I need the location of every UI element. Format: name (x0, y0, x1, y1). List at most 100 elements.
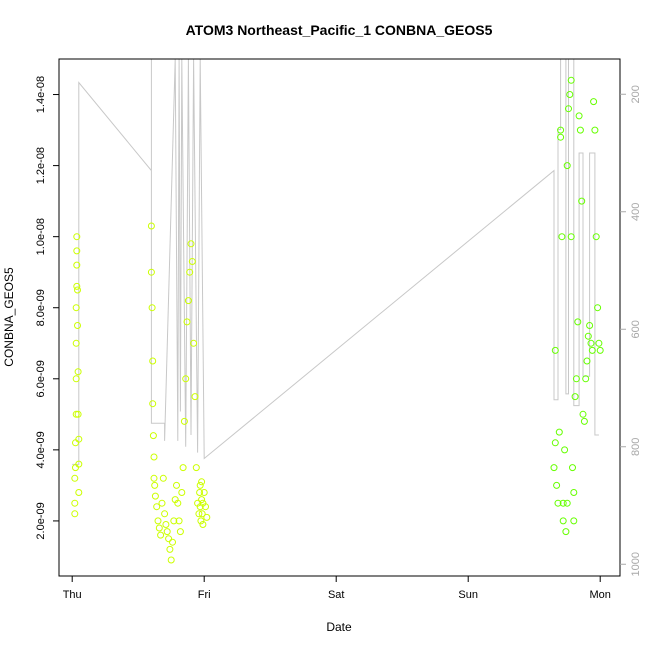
data-point (566, 91, 574, 98)
data-point (590, 98, 598, 106)
data-point (565, 105, 572, 113)
y-tick-label: 2.0e-09 (35, 502, 47, 539)
data-point (588, 346, 596, 354)
x-axis: Thu Fri Sat Sun Mon (63, 576, 611, 601)
data-point (75, 460, 83, 468)
data-point (196, 489, 204, 496)
data-point (559, 499, 567, 507)
data-point (192, 464, 200, 472)
data-point (187, 240, 195, 248)
data-point (178, 489, 186, 496)
data-point (154, 517, 162, 525)
data-point (148, 304, 156, 312)
data-point (583, 357, 591, 365)
data-point (575, 112, 583, 120)
data-point (73, 282, 81, 290)
data-point (202, 503, 209, 511)
y-tick-label: 1.0e-08 (35, 218, 47, 255)
pressure-line (72, 58, 599, 465)
data-point (199, 521, 207, 528)
data-point (183, 318, 191, 326)
data-point (578, 197, 586, 205)
y-tick-label: 8.0e-09 (35, 289, 47, 326)
data-point (563, 162, 571, 170)
data-point (175, 517, 183, 525)
data-point (198, 496, 206, 504)
data-point (557, 126, 565, 134)
chart-title: ATOM3 Northeast_Pacific_1 CONBNA_GEOS5 (186, 22, 493, 38)
data-point (553, 481, 561, 489)
data-point (151, 481, 159, 489)
data-point (174, 499, 182, 507)
data-point (72, 339, 80, 347)
data-point (73, 247, 81, 255)
y-tick-label: 1.2e-08 (35, 147, 47, 184)
data-point (188, 258, 196, 265)
data-point (554, 499, 562, 507)
data-point (561, 446, 569, 454)
data-point (584, 332, 592, 340)
data-point (555, 428, 563, 436)
x-tick-label: Mon (589, 589, 610, 601)
data-point (149, 432, 157, 440)
data-point (198, 478, 206, 486)
data-point (571, 393, 579, 401)
data-point (198, 510, 206, 518)
data-point (150, 474, 158, 482)
y-axis: 2.0e-09 4.0e-09 6.0e-09 8.0e-09 1.0e-08 1.2e-… (35, 76, 59, 540)
data-point (73, 233, 81, 241)
y2-tick-label: 400 (630, 203, 642, 221)
data-point (74, 286, 81, 294)
data-point (200, 489, 208, 496)
data-point (562, 528, 570, 536)
data-point (586, 322, 594, 329)
data-point (190, 339, 198, 347)
x-tick-label: Sun (458, 589, 478, 601)
data-point (75, 489, 83, 496)
data-point (191, 393, 199, 401)
data-point (150, 453, 158, 461)
data-point (72, 464, 79, 472)
data-point (582, 375, 590, 383)
y2-tick-label: 800 (630, 438, 642, 456)
data-point (74, 322, 81, 329)
plot-area (71, 58, 604, 564)
y2-axis: 200 400 600 800 1000 (620, 85, 642, 576)
data-point (147, 222, 155, 230)
data-point (151, 492, 159, 500)
data-point (75, 435, 83, 443)
data-point (596, 346, 604, 354)
data-point (572, 375, 580, 383)
data-point (567, 76, 575, 84)
data-point (563, 499, 571, 507)
data-point (595, 339, 603, 347)
data-point (550, 464, 558, 472)
data-point (196, 481, 204, 489)
data-point (72, 439, 79, 447)
data-point (158, 499, 166, 507)
data-point (71, 499, 79, 507)
data-point (149, 400, 157, 408)
data-point (179, 464, 187, 472)
data-point (203, 513, 211, 521)
data-point (587, 339, 595, 347)
data-point (73, 261, 81, 269)
data-point (186, 268, 194, 276)
data-point (72, 375, 80, 383)
y-tick-label: 4.0e-09 (35, 431, 47, 468)
x-tick-label: Fri (198, 589, 211, 601)
x-tick-label: Thu (63, 589, 82, 601)
data-point (71, 474, 79, 482)
y2-tick-label: 200 (630, 85, 642, 103)
data-point (576, 126, 584, 134)
data-point (153, 503, 161, 511)
data-point (165, 535, 173, 543)
data-point (570, 489, 578, 496)
data-point (558, 233, 566, 241)
y2-tick-label: 1000 (630, 552, 642, 576)
data-point (559, 517, 567, 525)
data-point (594, 304, 602, 312)
data-point (567, 233, 575, 241)
data-point (72, 304, 80, 312)
